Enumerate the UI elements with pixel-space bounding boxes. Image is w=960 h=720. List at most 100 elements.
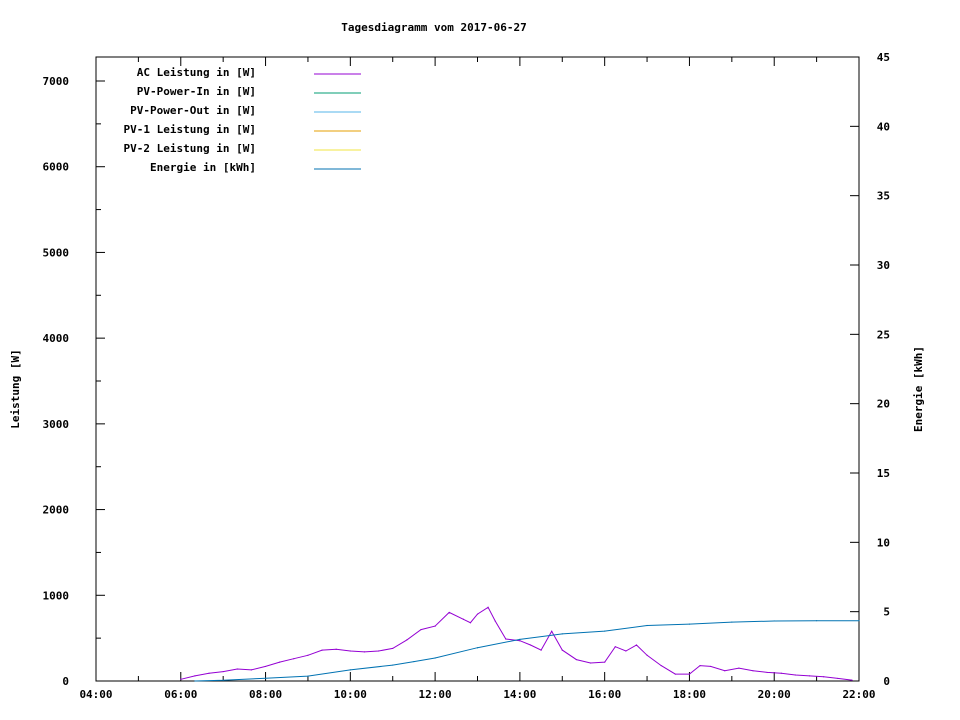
data-point bbox=[222, 679, 224, 681]
data-point bbox=[614, 646, 616, 648]
x-tick-label: 10:00 bbox=[334, 688, 367, 701]
data-point bbox=[487, 606, 489, 608]
data-point bbox=[413, 660, 415, 663]
data-point bbox=[307, 675, 309, 677]
data-point bbox=[646, 624, 648, 627]
legend-label: AC Leistung in [W] bbox=[137, 66, 256, 79]
y-tick-label: 4000 bbox=[43, 332, 70, 345]
legend-label: PV-Power-Out in [W] bbox=[130, 104, 256, 117]
data-point bbox=[625, 650, 627, 652]
y2-tick-label: 5 bbox=[883, 606, 890, 619]
data-point bbox=[434, 625, 436, 627]
data-point bbox=[773, 620, 775, 622]
y2-tick-label: 40 bbox=[877, 120, 890, 133]
data-point bbox=[699, 664, 701, 667]
data-point bbox=[208, 672, 210, 674]
data-point bbox=[688, 623, 691, 625]
data-point bbox=[823, 676, 825, 678]
x-tick-label: 16:00 bbox=[588, 688, 621, 701]
data-point bbox=[561, 633, 563, 635]
data-point bbox=[335, 648, 337, 650]
y2-tick-label: 45 bbox=[877, 51, 890, 64]
data-point bbox=[194, 675, 196, 677]
data-point bbox=[851, 679, 853, 681]
legend-label: PV-2 Leistung in [W] bbox=[124, 142, 256, 155]
y-tick-label: 6000 bbox=[43, 161, 70, 174]
legend: AC Leistung in [W] PV-Power-In in [W] PV-P… bbox=[124, 66, 361, 174]
legend-label: PV-1 Leistung in [W] bbox=[124, 123, 256, 136]
y-tick-label: 2000 bbox=[43, 504, 70, 517]
y2-tick-label: 25 bbox=[877, 328, 890, 341]
data-point bbox=[604, 661, 606, 663]
data-point bbox=[448, 611, 450, 614]
series-line-5 bbox=[194, 620, 859, 682]
data-point bbox=[476, 647, 479, 649]
data-point bbox=[660, 664, 662, 667]
x-tick-label: 18:00 bbox=[673, 688, 706, 701]
data-point bbox=[321, 649, 323, 651]
y2-axis-label: Energie [kWh] bbox=[912, 346, 925, 432]
series bbox=[180, 606, 860, 682]
data-point bbox=[349, 669, 351, 671]
data-point bbox=[434, 657, 436, 659]
x-tick-label: 14:00 bbox=[503, 688, 536, 701]
data-point bbox=[363, 651, 366, 653]
data-point bbox=[724, 670, 726, 672]
legend-label: PV-Power-In in [W] bbox=[137, 85, 256, 98]
data-point bbox=[180, 678, 182, 680]
data-point bbox=[794, 674, 797, 676]
data-point bbox=[674, 673, 676, 675]
data-point bbox=[264, 677, 267, 679]
data-point bbox=[349, 650, 351, 652]
data-point bbox=[575, 658, 578, 661]
data-point bbox=[604, 630, 606, 632]
data-point bbox=[540, 649, 542, 651]
y2-tick-label: 30 bbox=[877, 259, 890, 272]
data-point bbox=[293, 658, 295, 660]
y2-tick-label: 10 bbox=[877, 536, 890, 549]
y-tick-label: 0 bbox=[62, 675, 69, 688]
data-point bbox=[731, 621, 733, 623]
data-point bbox=[752, 670, 754, 672]
data-point bbox=[589, 662, 592, 664]
y-tick-label: 5000 bbox=[43, 246, 70, 259]
data-point bbox=[236, 668, 238, 670]
data-point bbox=[529, 644, 532, 646]
data-point bbox=[222, 670, 224, 673]
y-tick-label: 3000 bbox=[43, 418, 70, 431]
y2-tick-label: 35 bbox=[877, 190, 890, 203]
x-tick-label: 20:00 bbox=[758, 688, 791, 701]
data-point bbox=[377, 650, 380, 652]
data-point bbox=[738, 667, 740, 669]
y-tick-label: 7000 bbox=[43, 75, 70, 88]
data-point bbox=[392, 647, 394, 650]
data-point bbox=[808, 675, 811, 677]
chart-title: Tagesdiagramm vom 2017-06-27 bbox=[341, 21, 526, 34]
x-tick-label: 04:00 bbox=[79, 688, 112, 701]
data-point bbox=[420, 628, 422, 631]
data-point bbox=[561, 649, 563, 651]
data-point bbox=[858, 620, 860, 622]
data-point bbox=[250, 669, 253, 671]
data-point bbox=[710, 665, 712, 668]
data-point bbox=[551, 630, 553, 632]
y2-tick-label: 15 bbox=[877, 467, 890, 480]
x-tick-label: 06:00 bbox=[164, 688, 197, 701]
y2-tick-label: 20 bbox=[877, 398, 890, 411]
y-axis-label: Leistung [W] bbox=[9, 349, 22, 428]
data-point bbox=[646, 654, 648, 656]
legend-label: Energie in [kWh] bbox=[150, 161, 256, 174]
x-tick-label: 08:00 bbox=[249, 688, 282, 701]
data-point bbox=[635, 644, 638, 646]
y2-tick-label: 0 bbox=[883, 675, 890, 688]
data-point bbox=[279, 661, 281, 663]
data-point bbox=[469, 622, 472, 624]
data-point bbox=[476, 613, 479, 615]
data-point bbox=[780, 672, 782, 674]
series-line-0 bbox=[180, 606, 852, 681]
data-point bbox=[462, 618, 464, 620]
data-point bbox=[264, 665, 267, 668]
y-tick-label: 1000 bbox=[43, 589, 70, 602]
data-point bbox=[816, 620, 818, 622]
